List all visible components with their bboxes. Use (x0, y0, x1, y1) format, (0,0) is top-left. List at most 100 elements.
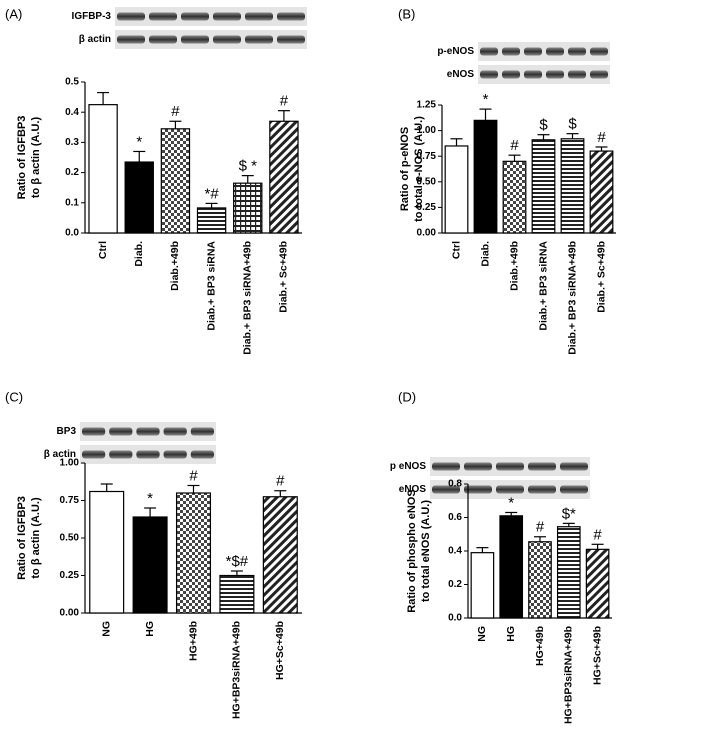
x-tick-label: HG (144, 621, 156, 637)
significance-label: # (593, 526, 602, 543)
x-tick-label: Diab.+ BP3 siRNA (205, 241, 217, 331)
blot-band (136, 427, 160, 436)
y-tick-label: 0.0 (65, 228, 79, 239)
bar (175, 492, 212, 614)
blot-band (181, 35, 209, 44)
blot-band (568, 70, 586, 79)
blot-label: IGFBP-3 (72, 11, 112, 22)
y-axis-label: to total e-NOS (A.U.) (413, 116, 425, 222)
blot-band (245, 35, 273, 44)
panel: (B) p-eNOS eNOS Ratio of p-eNOS to total e-N… (398, 6, 616, 355)
x-tick-label: HG+BP3siRNA+49b (563, 626, 575, 724)
x-tick-label: Diab.+ BP3 siRNA (537, 241, 549, 331)
blot-label: p-eNOS (437, 46, 474, 57)
blot-band (432, 462, 460, 471)
bar (124, 161, 154, 234)
y-tick-label: 0.75 (417, 151, 437, 162)
significance-label: # (280, 93, 289, 110)
blot-band (213, 35, 241, 44)
blot-band (464, 485, 492, 494)
y-tick-label: 0.00 (60, 608, 80, 619)
bar (196, 207, 227, 234)
blot-band (496, 462, 524, 471)
y-tick-label: 0.75 (60, 495, 80, 506)
y-tick-label: 0.2 (448, 579, 462, 590)
blot-background (115, 30, 307, 49)
bar (470, 552, 495, 619)
blot-label: p eNOS (390, 461, 426, 472)
x-tick-label: Diab.+49b (169, 241, 181, 291)
blot-band (432, 485, 460, 494)
x-tick-label: HG+BP3siRNA+49b (231, 621, 243, 719)
x-tick-label: Diab.+ Sc+49b (595, 241, 607, 313)
bar (499, 515, 524, 619)
blot-band (190, 427, 214, 436)
y-axis-label: Ratio of phospho eNOS (406, 489, 418, 612)
blot-band (496, 485, 524, 494)
blot-band (213, 12, 241, 21)
blot-band (109, 427, 133, 436)
panel-label: (C) (5, 389, 23, 404)
significance-label: # (536, 519, 545, 536)
bar (556, 526, 581, 619)
blot-band (502, 47, 520, 56)
panel: (A) IGFBP-3 β actin Ratio of IGFBP3 to β act… (5, 6, 307, 355)
blot-band (149, 12, 177, 21)
significance-label: *# (204, 185, 219, 202)
blot-band (560, 485, 588, 494)
y-axis-label: to total eNOS (A.U.) (420, 500, 432, 602)
significance-label: $ (539, 117, 548, 134)
y-tick-label: 0.4 (65, 107, 79, 118)
y-tick-label: 0.25 (60, 570, 80, 581)
y-tick-label: 0.50 (60, 533, 80, 544)
blot-band (190, 450, 214, 459)
blot-band (560, 462, 588, 471)
blot-band (590, 47, 608, 56)
blot-label: BP3 (57, 426, 77, 437)
bar (531, 139, 556, 234)
y-tick-label: 0.8 (448, 479, 462, 490)
bar (219, 574, 255, 614)
blot-band (546, 70, 564, 79)
blot-band (502, 70, 520, 79)
y-tick-label: 1.00 (60, 458, 80, 469)
bar (585, 548, 610, 619)
bar (160, 128, 191, 234)
blot-band (277, 12, 305, 21)
blot-band (136, 450, 160, 459)
blot-band (149, 35, 177, 44)
x-tick-label: Diab.+ BP3 siRNA+49b (566, 241, 578, 355)
bar (473, 119, 498, 234)
blot-background (478, 42, 610, 61)
significance-label: # (510, 137, 519, 154)
y-tick-label: 0.50 (417, 176, 437, 187)
blot-band (524, 47, 542, 56)
bar (88, 104, 118, 234)
y-tick-label: 0.4 (448, 546, 462, 557)
x-tick-label: NG (476, 626, 488, 642)
y-axis-label: Ratio of IGFBP3 (16, 116, 28, 200)
bar (233, 182, 263, 234)
blot-band (568, 47, 586, 56)
blot-band (163, 450, 187, 459)
blot-band (277, 35, 305, 44)
x-tick-label: HG+Sc+49b (274, 621, 286, 680)
blot-band (163, 427, 187, 436)
x-tick-label: HG+49b (187, 621, 199, 661)
x-tick-label: Ctrl (450, 241, 462, 259)
significance-label: # (189, 467, 198, 484)
bar (528, 541, 552, 619)
significance-label: * (147, 490, 153, 507)
y-tick-label: 0.2 (65, 167, 79, 178)
y-tick-label: 1.00 (417, 125, 437, 136)
significance-label: * (483, 91, 489, 108)
y-axis-label: to β actin (A.U.) (30, 117, 42, 199)
significance-label: *$# (226, 553, 249, 570)
significance-label: # (597, 129, 606, 146)
significance-label: $* (562, 505, 576, 522)
blot-band (117, 12, 145, 21)
blot-band (82, 450, 106, 459)
bar (269, 120, 299, 234)
significance-label: * (136, 133, 142, 150)
